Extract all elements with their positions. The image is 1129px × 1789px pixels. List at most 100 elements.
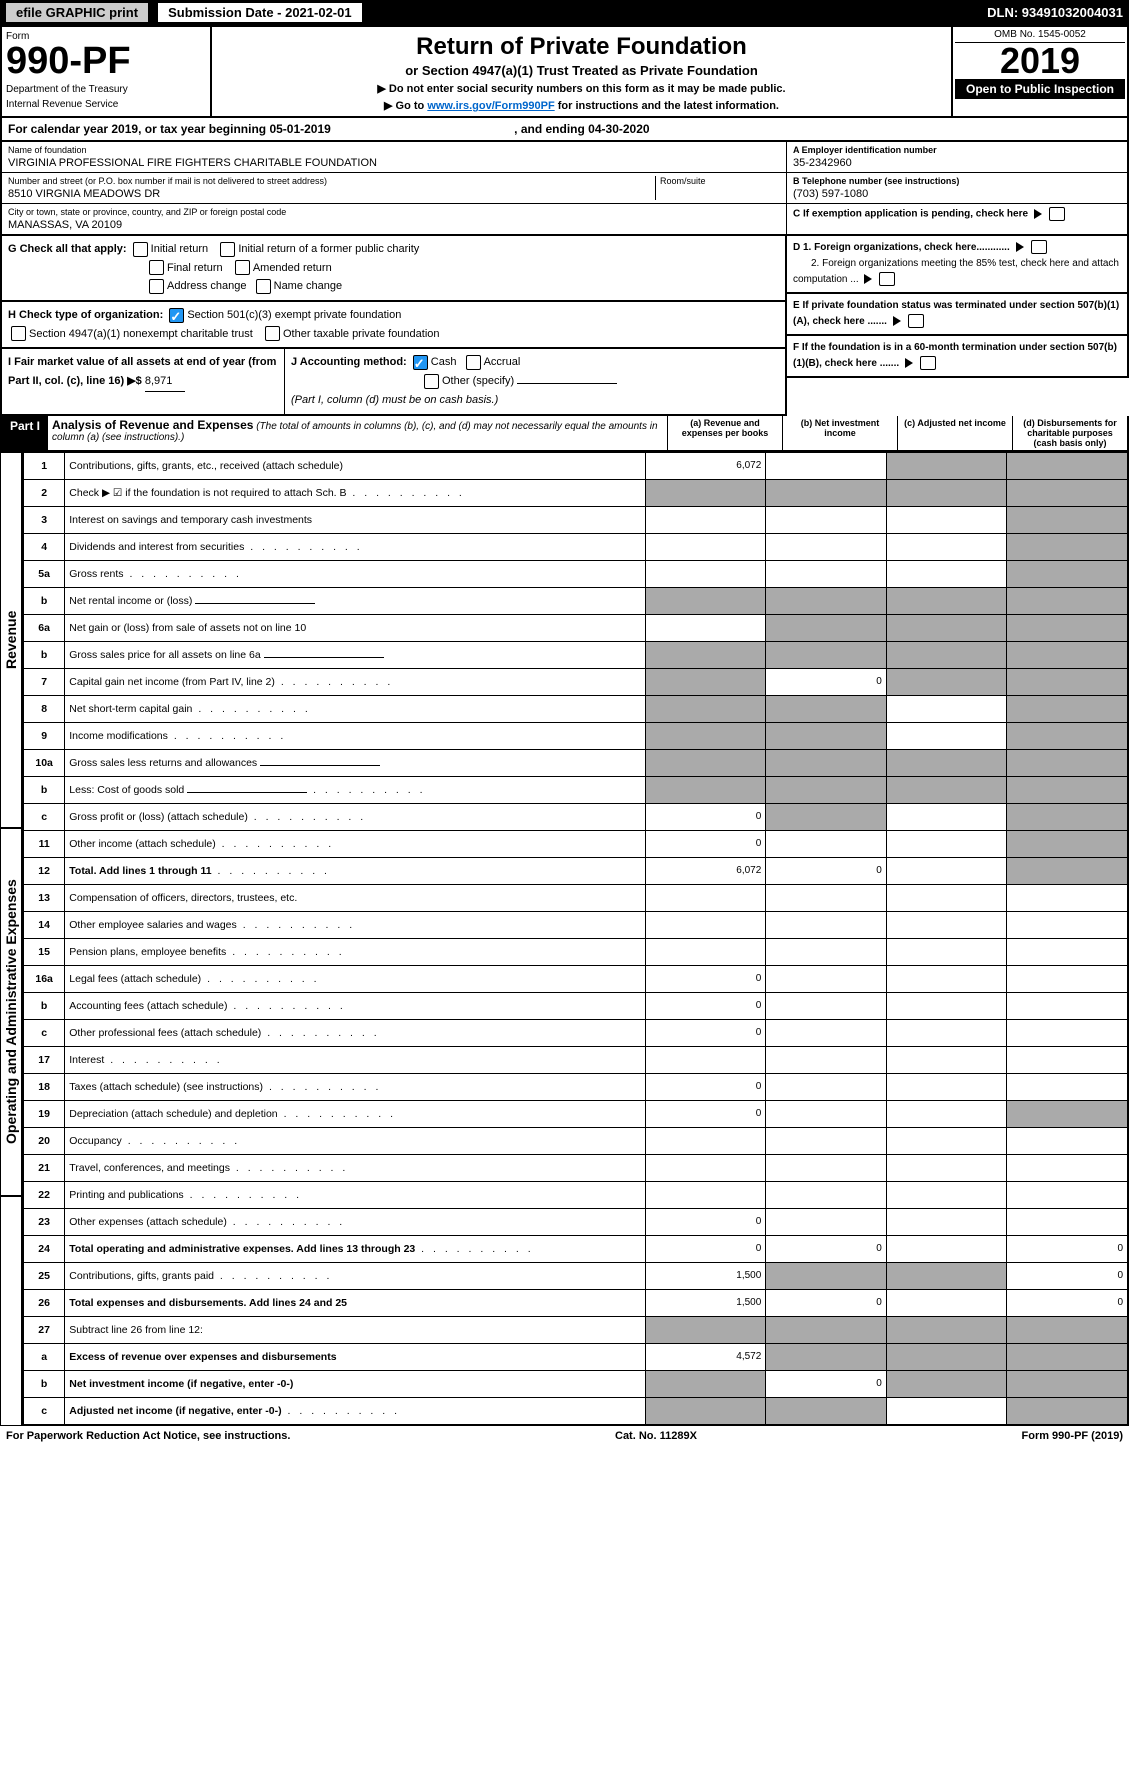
e-cb[interactable] bbox=[908, 314, 924, 328]
amt-cell bbox=[886, 641, 1007, 668]
row-desc: Less: Cost of goods sold bbox=[65, 776, 646, 803]
cb-initial[interactable] bbox=[133, 242, 148, 257]
name-label: Name of foundation bbox=[8, 145, 780, 155]
note-ssn: ▶ Do not enter social security numbers o… bbox=[220, 82, 943, 95]
row-num: a bbox=[23, 1343, 65, 1370]
amt-cell: 0 bbox=[645, 1235, 766, 1262]
table-row: 24Total operating and administrative exp… bbox=[23, 1235, 1128, 1262]
table-row: 20Occupancy bbox=[23, 1127, 1128, 1154]
amt-cell: 6,072 bbox=[645, 857, 766, 884]
c-checkbox[interactable] bbox=[1049, 207, 1065, 221]
footer-left: For Paperwork Reduction Act Notice, see … bbox=[6, 1430, 290, 1442]
amt-cell bbox=[1007, 1208, 1128, 1235]
amt-cell bbox=[886, 1154, 1007, 1181]
amt-cell bbox=[766, 506, 887, 533]
row-num: 15 bbox=[23, 938, 65, 965]
row-num: 14 bbox=[23, 911, 65, 938]
cb-amended[interactable] bbox=[235, 260, 250, 275]
amt-cell: 0 bbox=[645, 965, 766, 992]
row-desc: Adjusted net income (if negative, enter … bbox=[65, 1397, 646, 1425]
row-num: c bbox=[23, 803, 65, 830]
amt-cell bbox=[1007, 1181, 1128, 1208]
row-desc: Other income (attach schedule) bbox=[65, 830, 646, 857]
cb-name[interactable] bbox=[256, 279, 271, 294]
row-desc: Occupancy bbox=[65, 1127, 646, 1154]
amt-cell bbox=[1007, 1046, 1128, 1073]
table-row: 5aGross rents bbox=[23, 560, 1128, 587]
row-desc: Subtract line 26 from line 12: bbox=[65, 1316, 646, 1343]
amt-cell: 1,500 bbox=[645, 1262, 766, 1289]
irs-link[interactable]: www.irs.gov/Form990PF bbox=[427, 100, 554, 112]
table-row: bAccounting fees (attach schedule)0 bbox=[23, 992, 1128, 1019]
amt-cell bbox=[645, 1397, 766, 1425]
cb-501c3[interactable] bbox=[169, 308, 184, 323]
amt-cell bbox=[886, 1262, 1007, 1289]
amt-cell bbox=[1007, 1154, 1128, 1181]
f-cb[interactable] bbox=[920, 356, 936, 370]
amt-cell bbox=[645, 506, 766, 533]
amt-cell bbox=[766, 587, 887, 614]
amt-cell bbox=[1007, 479, 1128, 506]
ein-label: A Employer identification number bbox=[793, 145, 1121, 155]
amt-cell: 0 bbox=[645, 803, 766, 830]
row-desc: Travel, conferences, and meetings bbox=[65, 1154, 646, 1181]
table-row: aExcess of revenue over expenses and dis… bbox=[23, 1343, 1128, 1370]
amt-cell bbox=[645, 938, 766, 965]
cb-initial-former[interactable] bbox=[220, 242, 235, 257]
amt-cell bbox=[645, 911, 766, 938]
amt-cell: 0 bbox=[645, 1208, 766, 1235]
row-desc: Other professional fees (attach schedule… bbox=[65, 1019, 646, 1046]
amt-cell bbox=[886, 1397, 1007, 1425]
table-row: bNet investment income (if negative, ent… bbox=[23, 1370, 1128, 1397]
cb-accrual[interactable] bbox=[466, 355, 481, 370]
amt-cell: 0 bbox=[766, 1289, 887, 1316]
amt-cell bbox=[1007, 884, 1128, 911]
amt-cell bbox=[1007, 1316, 1128, 1343]
d2-cb[interactable] bbox=[879, 272, 895, 286]
cb-other-tax[interactable] bbox=[265, 326, 280, 341]
row-num: 7 bbox=[23, 668, 65, 695]
d1-cb[interactable] bbox=[1031, 240, 1047, 254]
amt-cell bbox=[766, 641, 887, 668]
amt-cell bbox=[886, 992, 1007, 1019]
city: MANASSAS, VA 20109 bbox=[8, 219, 780, 231]
row-num: 6a bbox=[23, 614, 65, 641]
cb-cash[interactable] bbox=[413, 355, 428, 370]
cb-address[interactable] bbox=[149, 279, 164, 294]
i-value: 8,971 bbox=[145, 372, 185, 392]
amt-cell bbox=[1007, 938, 1128, 965]
col-a: (a) Revenue and expenses per books bbox=[667, 416, 782, 450]
row-desc: Gross rents bbox=[65, 560, 646, 587]
amt-cell bbox=[645, 1046, 766, 1073]
amt-cell bbox=[1007, 506, 1128, 533]
row-num: 16a bbox=[23, 965, 65, 992]
row-num: b bbox=[23, 776, 65, 803]
i-label: I Fair market value of all assets at end… bbox=[8, 356, 276, 387]
cb-other-acct[interactable] bbox=[424, 374, 439, 389]
amt-cell bbox=[1007, 722, 1128, 749]
cb-4947[interactable] bbox=[11, 326, 26, 341]
efile-btn[interactable]: efile GRAPHIC print bbox=[6, 3, 148, 22]
amt-cell bbox=[766, 1397, 887, 1425]
amt-cell bbox=[886, 587, 1007, 614]
row-num: 12 bbox=[23, 857, 65, 884]
amt-cell bbox=[766, 1343, 887, 1370]
row-num: 9 bbox=[23, 722, 65, 749]
table-row: 12Total. Add lines 1 through 116,0720 bbox=[23, 857, 1128, 884]
table-row: 15Pension plans, employee benefits bbox=[23, 938, 1128, 965]
tel-label: B Telephone number (see instructions) bbox=[793, 176, 1121, 186]
amt-cell: 6,072 bbox=[645, 452, 766, 479]
section-h: H Check type of organization: Section 50… bbox=[0, 302, 787, 349]
amt-cell: 0 bbox=[766, 1370, 887, 1397]
amt-cell: 0 bbox=[645, 1073, 766, 1100]
table-row: 14Other employee salaries and wages bbox=[23, 911, 1128, 938]
row-num: 23 bbox=[23, 1208, 65, 1235]
table-row: cGross profit or (loss) (attach schedule… bbox=[23, 803, 1128, 830]
amt-cell bbox=[766, 452, 887, 479]
amt-cell bbox=[886, 560, 1007, 587]
top-bar: efile GRAPHIC print Submission Date - 20… bbox=[0, 0, 1129, 25]
amt-cell bbox=[645, 587, 766, 614]
cb-final[interactable] bbox=[149, 260, 164, 275]
row-num: 25 bbox=[23, 1262, 65, 1289]
form-title: Return of Private Foundation bbox=[220, 33, 943, 61]
